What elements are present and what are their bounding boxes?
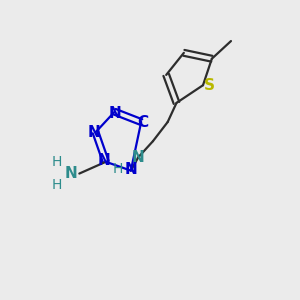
Text: N: N <box>132 150 145 165</box>
Text: N: N <box>98 153 111 168</box>
Text: N: N <box>108 106 121 121</box>
Text: C: C <box>137 115 148 130</box>
Text: S: S <box>204 78 215 93</box>
Text: N: N <box>64 166 77 181</box>
Text: H: H <box>52 178 62 192</box>
Text: H: H <box>52 155 62 169</box>
Text: N: N <box>124 162 137 177</box>
Text: H: H <box>112 162 123 176</box>
Text: N: N <box>88 125 100 140</box>
